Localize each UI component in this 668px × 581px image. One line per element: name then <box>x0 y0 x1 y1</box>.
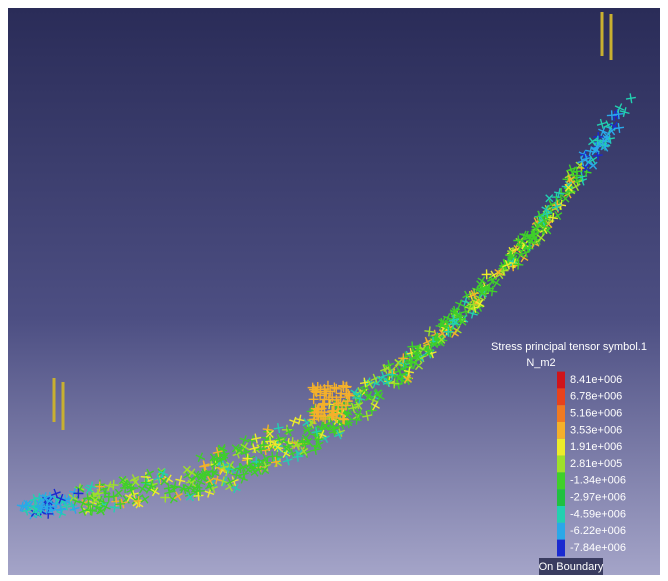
color-swatch <box>557 523 565 540</box>
legend-label: 3.53e+006 <box>570 424 622 436</box>
legend-label: -2.97e+006 <box>570 492 626 504</box>
color-swatch <box>557 506 565 523</box>
color-swatch <box>557 489 565 506</box>
legend-label: -1.34e+006 <box>570 475 626 487</box>
color-swatch <box>557 405 565 422</box>
color-swatch <box>557 456 565 473</box>
legend-label: -4.59e+006 <box>570 508 626 520</box>
color-swatch <box>557 372 565 389</box>
legend-label: 2.81e+005 <box>570 458 622 470</box>
page: Stress principal tensor symbol.1 N_m2 On… <box>0 0 668 581</box>
legend-label: -7.84e+006 <box>570 542 626 554</box>
legend-unit: N_m2 <box>526 357 555 369</box>
color-swatch <box>557 388 565 405</box>
legend-title: Stress principal tensor symbol.1 <box>491 341 647 353</box>
color-swatch <box>557 439 565 456</box>
color-swatch <box>557 422 565 439</box>
legend-label: 5.16e+006 <box>570 408 622 420</box>
color-swatch <box>557 540 565 557</box>
viewport: Stress principal tensor symbol.1 N_m2 On… <box>0 0 668 581</box>
legend-label: -6.22e+006 <box>570 525 626 537</box>
legend-label: 8.41e+006 <box>570 374 622 386</box>
legend-label: 6.78e+006 <box>570 391 622 403</box>
legend-footer: On Boundary <box>539 561 604 573</box>
legend-label: 1.91e+006 <box>570 441 622 453</box>
color-swatch <box>557 472 565 489</box>
